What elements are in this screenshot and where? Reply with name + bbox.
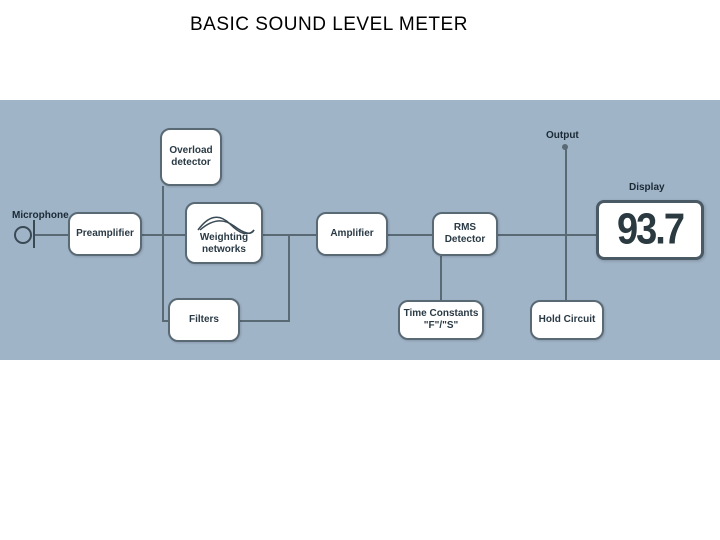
node-label: RMSDetector bbox=[445, 222, 486, 246]
node-rms-detector: RMSDetector bbox=[432, 212, 498, 256]
connector-line bbox=[162, 234, 164, 320]
connector-line bbox=[288, 234, 290, 322]
node-label: Weightingnetworks bbox=[200, 232, 248, 256]
node-label: Hold Circuit bbox=[539, 314, 596, 326]
output-node-icon bbox=[562, 144, 568, 150]
output-label: Output bbox=[546, 130, 579, 141]
node-label: Overloaddetector bbox=[169, 145, 212, 169]
node-label: Filters bbox=[189, 314, 219, 326]
page-title: BASIC SOUND LEVEL METER bbox=[190, 14, 468, 36]
node-weighting-networks: Weightingnetworks bbox=[185, 202, 263, 264]
node-time-constants: Time Constants"F"/"S" bbox=[398, 300, 484, 340]
connector-line bbox=[498, 234, 596, 236]
node-amplifier: Amplifier bbox=[316, 212, 388, 256]
microphone-icon bbox=[14, 226, 32, 244]
connector-line bbox=[565, 147, 567, 234]
node-label: Preamplifier bbox=[76, 228, 134, 240]
connector-line bbox=[263, 234, 316, 236]
connector-line bbox=[162, 186, 164, 234]
microphone-label: Microphone bbox=[12, 210, 69, 221]
node-overload-detector: Overloaddetector bbox=[160, 128, 222, 186]
node-label: Amplifier bbox=[330, 228, 373, 240]
display-value: 93.7 bbox=[617, 205, 683, 254]
node-preamplifier: Preamplifier bbox=[68, 212, 142, 256]
connector-line bbox=[240, 320, 288, 322]
connector-line bbox=[440, 256, 442, 300]
connector-line bbox=[35, 234, 68, 236]
node-label: Time Constants"F"/"S" bbox=[404, 308, 479, 332]
node-filters: Filters bbox=[168, 298, 240, 342]
node-hold-circuit: Hold Circuit bbox=[530, 300, 604, 340]
connector-line bbox=[388, 234, 432, 236]
display-readout: 93.7 bbox=[596, 200, 704, 260]
display-label: Display bbox=[629, 182, 665, 193]
microphone-stem bbox=[33, 220, 35, 248]
connector-line bbox=[565, 234, 567, 300]
diagram-panel: Microphone Preamplifier Overloaddetector… bbox=[0, 100, 720, 360]
weighting-curve-icon bbox=[196, 210, 256, 234]
